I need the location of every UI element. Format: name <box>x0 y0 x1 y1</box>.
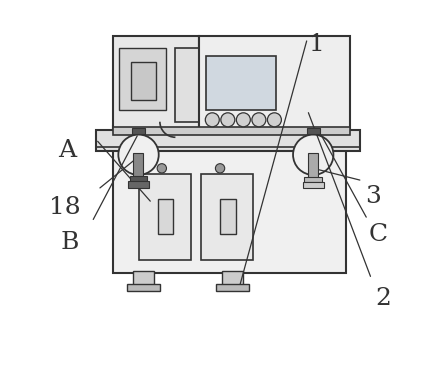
Bar <box>119 48 166 110</box>
Bar <box>127 283 160 291</box>
Bar <box>175 48 199 122</box>
Circle shape <box>267 113 281 127</box>
Bar <box>134 153 143 178</box>
Bar <box>96 129 360 151</box>
Bar <box>216 283 249 291</box>
Text: C: C <box>369 223 388 246</box>
Bar <box>113 127 350 135</box>
Bar <box>199 36 350 129</box>
Bar <box>130 176 147 182</box>
Bar <box>206 56 276 110</box>
Circle shape <box>157 164 166 173</box>
Circle shape <box>293 135 333 175</box>
Circle shape <box>252 113 266 127</box>
Bar <box>133 271 154 285</box>
Bar <box>201 174 253 260</box>
Text: 1: 1 <box>309 33 325 56</box>
Bar <box>128 181 149 188</box>
Bar <box>113 126 346 273</box>
Text: A: A <box>58 139 76 162</box>
Text: 2: 2 <box>375 287 391 310</box>
Bar <box>307 128 320 134</box>
Circle shape <box>215 164 225 173</box>
Bar <box>308 153 318 178</box>
Bar <box>158 199 174 234</box>
Bar <box>132 128 145 134</box>
Bar <box>131 61 156 100</box>
Bar <box>113 36 199 129</box>
Bar <box>220 199 236 234</box>
Bar <box>304 177 322 182</box>
Circle shape <box>221 113 235 127</box>
Bar <box>139 174 191 260</box>
Circle shape <box>119 135 159 175</box>
Text: 18: 18 <box>49 196 81 219</box>
Text: 3: 3 <box>365 185 381 208</box>
Circle shape <box>236 113 250 127</box>
Text: B: B <box>61 231 79 254</box>
Bar <box>303 181 324 188</box>
Bar <box>222 271 243 285</box>
Circle shape <box>205 113 219 127</box>
